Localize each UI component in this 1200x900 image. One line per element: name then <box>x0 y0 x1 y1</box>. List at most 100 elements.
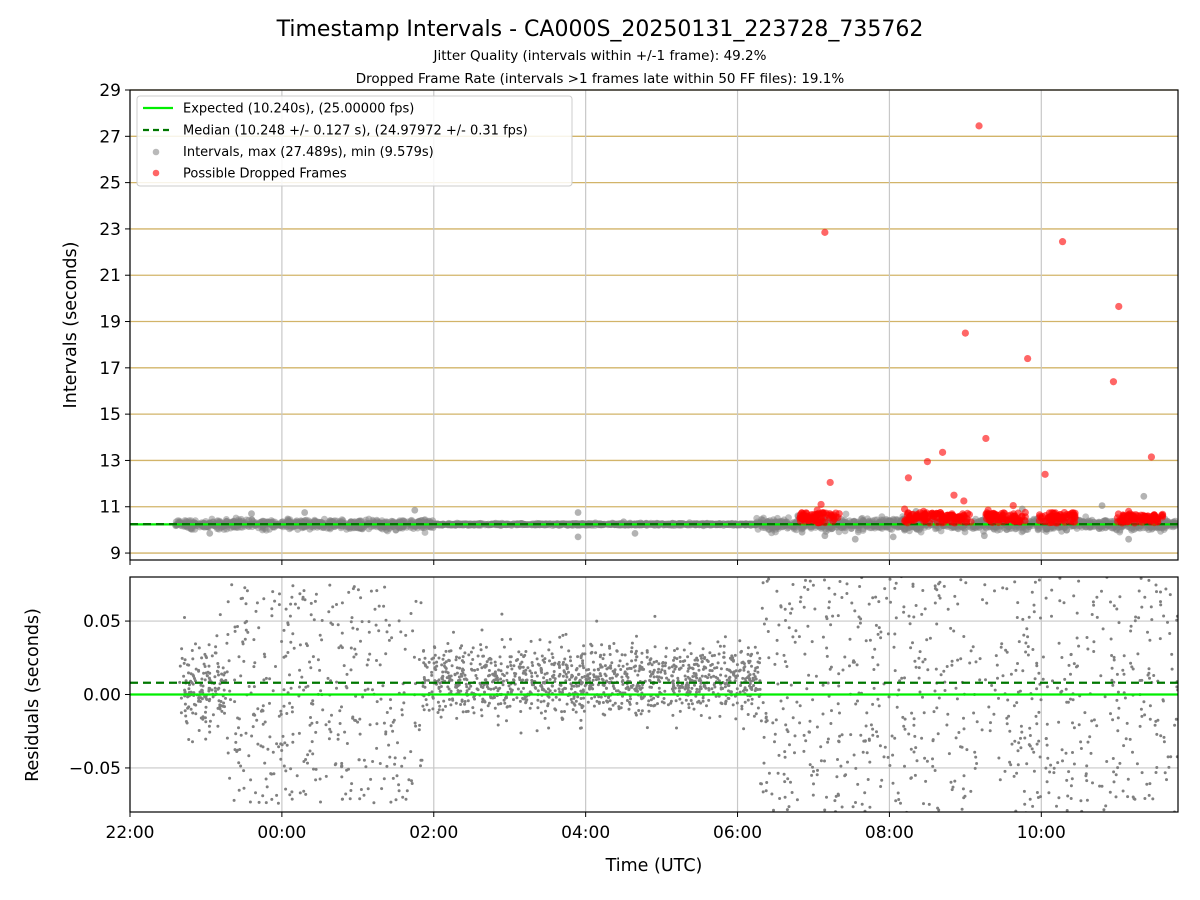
residual-point <box>224 696 227 700</box>
residual-point <box>236 748 239 752</box>
residual-point <box>308 723 312 727</box>
residual-point <box>438 689 442 693</box>
residual-point <box>381 684 385 688</box>
residual-point <box>298 643 302 647</box>
residual-point <box>233 748 237 752</box>
interval-point <box>825 525 832 533</box>
residual-point <box>467 687 471 691</box>
residual-point <box>402 701 406 705</box>
residual-point <box>471 646 475 650</box>
residual-point <box>348 797 352 801</box>
residual-point <box>738 690 742 694</box>
interval-point <box>906 527 913 535</box>
residual-point <box>579 697 583 700</box>
interval-point <box>1140 492 1148 500</box>
residual-point <box>200 677 204 681</box>
residual-point <box>672 670 675 674</box>
residual-point <box>440 663 444 667</box>
dropped-frame-point <box>799 515 807 523</box>
residual-point <box>393 762 397 766</box>
residual-point <box>480 666 484 670</box>
residual-point <box>602 653 606 657</box>
residual-point <box>250 734 254 738</box>
residual-point <box>241 596 244 600</box>
residual-point <box>465 678 469 682</box>
residual-point <box>207 699 211 703</box>
residual-point <box>284 787 288 791</box>
residual-point <box>221 704 225 708</box>
residual-point <box>612 642 616 645</box>
residual-point <box>217 673 220 677</box>
residual-point <box>245 619 249 623</box>
residual-point <box>272 772 276 776</box>
residual-point <box>529 639 533 643</box>
residual-point <box>687 663 691 667</box>
residual-point <box>335 686 338 690</box>
residual-point <box>638 686 642 690</box>
residual-point <box>329 730 333 734</box>
residual-point <box>753 675 757 679</box>
residual-point <box>708 651 712 655</box>
top-x-ticks <box>129 560 1042 565</box>
dropped-frame-point <box>817 500 825 509</box>
residual-point <box>184 679 188 683</box>
residual-point <box>448 698 451 701</box>
residual-point <box>277 714 281 718</box>
residual-point <box>233 678 237 682</box>
residual-point <box>686 675 690 679</box>
residual-point <box>483 690 486 694</box>
residual-point <box>422 708 426 712</box>
residual-point <box>545 679 549 682</box>
residual-point <box>208 719 212 723</box>
residual-point <box>573 690 577 694</box>
residual-point <box>264 801 268 805</box>
residual-point <box>663 669 667 673</box>
residual-point <box>553 689 557 693</box>
residual-point <box>539 700 543 704</box>
top-axes-frame <box>129 89 1179 561</box>
residual-point <box>746 713 750 716</box>
residual-point <box>259 744 263 748</box>
residual-point <box>401 795 405 799</box>
residual-point <box>572 684 576 688</box>
residual-point <box>489 696 493 700</box>
residual-point <box>588 676 592 680</box>
residual-point <box>753 689 757 693</box>
residual-point <box>595 699 599 703</box>
residual-point <box>200 656 204 660</box>
residual-point <box>561 633 565 637</box>
residual-point <box>280 749 284 752</box>
residual-point <box>650 663 654 667</box>
residual-point <box>506 690 510 694</box>
residual-point <box>207 664 211 668</box>
residual-point <box>315 721 319 724</box>
interval-point <box>235 516 243 523</box>
residual-point <box>289 767 293 771</box>
residual-point <box>335 603 338 606</box>
residual-point <box>248 800 252 804</box>
residual-point <box>621 682 625 686</box>
residual-point <box>577 672 581 676</box>
residual-point <box>570 664 574 668</box>
residual-point <box>476 668 480 671</box>
residual-point <box>539 711 543 715</box>
residual-point <box>695 687 699 691</box>
residual-point <box>282 764 286 768</box>
residual-point <box>675 647 679 651</box>
residual-point <box>592 675 596 679</box>
residual-point <box>366 687 370 691</box>
residual-point <box>228 689 232 693</box>
residual-point <box>742 662 746 666</box>
residual-point <box>489 661 493 665</box>
residual-point <box>194 667 198 671</box>
residual-point <box>752 714 756 718</box>
residual-point <box>377 604 381 608</box>
residual-point <box>577 684 581 688</box>
residual-point <box>390 636 394 640</box>
interval-point <box>889 533 897 541</box>
residual-point <box>536 689 540 693</box>
residual-point <box>236 625 239 628</box>
residual-point <box>439 715 443 719</box>
residual-point <box>467 653 471 657</box>
residual-point <box>378 663 382 667</box>
